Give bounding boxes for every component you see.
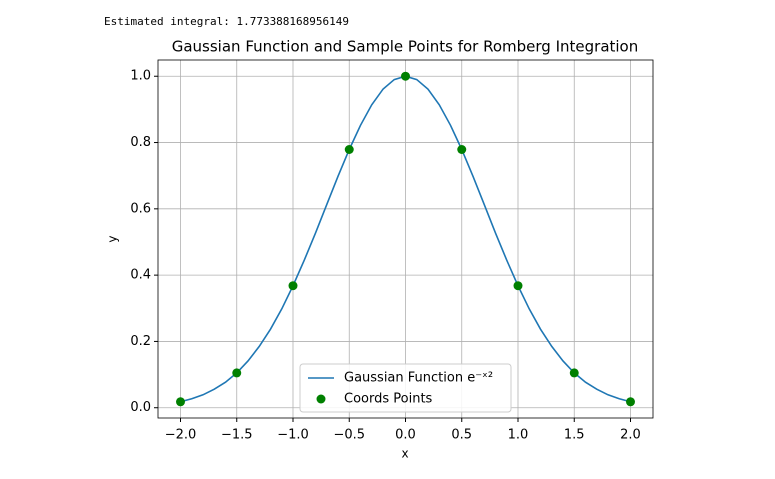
x-tick-label: 0.5: [451, 428, 472, 443]
x-tick-label: −1.5: [221, 428, 253, 443]
x-tick-label: −1.0: [277, 428, 309, 443]
x-tick-label: 0.0: [395, 428, 416, 443]
y-tick-label: 0.0: [130, 400, 151, 415]
scatter-point: [288, 281, 298, 291]
x-tick-label: −2.0: [165, 428, 197, 443]
y-tick-label: 0.4: [130, 268, 151, 283]
legend-label: Gaussian Function e⁻ˣ²: [344, 371, 493, 386]
scatter-point: [626, 397, 635, 407]
annotation: Estimated integral: 1.773388168956149: [104, 15, 349, 28]
scatter-point: [401, 71, 410, 81]
x-axis-label: x: [401, 447, 408, 461]
y-tick-label: 0.2: [130, 334, 151, 349]
y-tick-label: 0.8: [130, 135, 151, 150]
x-tick-label: 1.0: [508, 428, 529, 443]
legend-label: Coords Points: [344, 392, 433, 407]
y-axis-label: y: [106, 235, 120, 242]
scatter-point: [232, 368, 242, 378]
chart-title: Gaussian Function and Sample Points for …: [172, 38, 639, 56]
y-tick-label: 0.6: [130, 201, 151, 216]
y-tick-label: 1.0: [130, 69, 151, 84]
x-tick-label: 1.5: [564, 428, 585, 443]
x-tick-label: 2.0: [620, 428, 641, 443]
scatter-point: [569, 368, 579, 378]
legend-box: [299, 363, 512, 413]
x-tick-label: −0.5: [333, 428, 365, 443]
scatter-point: [457, 145, 467, 154]
scatter-point: [344, 145, 354, 154]
legend-marker: [316, 394, 326, 404]
plot-frame: [157, 59, 654, 419]
scatter-point: [513, 281, 523, 291]
scatter-point: [176, 397, 185, 407]
